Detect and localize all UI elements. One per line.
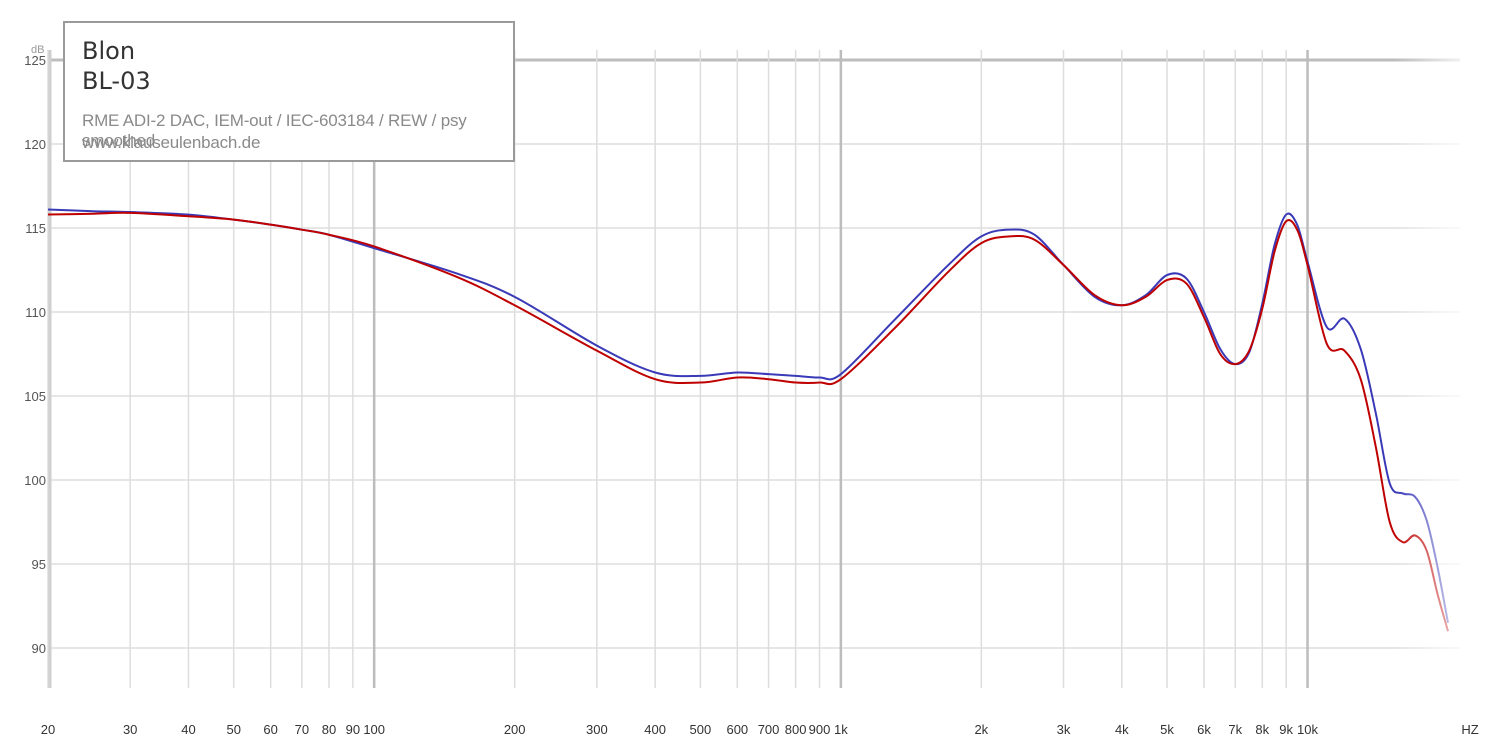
x-tick-label: 4k <box>1115 722 1129 737</box>
x-tick-label: 2k <box>974 722 988 737</box>
y-tick-label: 115 <box>25 221 46 236</box>
y-tick-label: 100 <box>24 473 46 488</box>
x-tick-label: 7k <box>1228 722 1242 737</box>
y-axis-unit: dB <box>31 44 44 56</box>
x-axis-unit: HZ <box>1461 722 1478 737</box>
x-tick-label: 6k <box>1197 722 1211 737</box>
x-tick-label: 200 <box>504 722 526 737</box>
x-tick-label: 800 <box>785 722 807 737</box>
x-tick-label: 500 <box>690 722 712 737</box>
y-axis-ticks: 125 120 115 110 105 100 95 90 <box>24 53 46 656</box>
x-tick-label: 60 <box>263 722 277 737</box>
x-tick-label: 30 <box>123 722 137 737</box>
x-tick-label: 5k <box>1160 722 1174 737</box>
y-tick-label: 95 <box>32 557 46 572</box>
legend-measurement-setup: RME ADI-2 DAC, IEM-out / IEC-603184 / RE… <box>82 111 467 150</box>
x-tick-label: 400 <box>644 722 666 737</box>
plot-area <box>47 208 1449 632</box>
x-tick-label: 50 <box>226 722 240 737</box>
x-axis-ticks: 20 30 40 50 60 70 80 90 100 200 300 400 500 600 700 800… <box>41 722 1319 737</box>
series-line-1 <box>47 208 1449 623</box>
x-tick-label: 9k <box>1279 722 1293 737</box>
x-tick-label: 700 <box>758 722 780 737</box>
x-tick-label: 300 <box>586 722 608 737</box>
legend-model: BL-03 <box>82 67 151 95</box>
x-tick-label: 80 <box>322 722 336 737</box>
x-tick-label: 40 <box>181 722 195 737</box>
right-edge-fade <box>1395 40 1465 690</box>
y-tick-label: 110 <box>25 305 46 320</box>
y-tick-label: 125 <box>24 53 46 68</box>
legend-brand: Blon <box>82 37 136 65</box>
x-tick-label: 8k <box>1255 722 1269 737</box>
x-tick-label: 10k <box>1297 722 1318 737</box>
y-tick-label: 120 <box>24 137 46 152</box>
y-tick-label: 90 <box>32 641 46 656</box>
x-tick-label: 100 <box>363 722 385 737</box>
x-tick-label: 600 <box>726 722 748 737</box>
x-tick-label: 3k <box>1057 722 1071 737</box>
series-line-2 <box>47 211 1449 632</box>
x-tick-label: 20 <box>41 722 55 737</box>
x-tick-label: 70 <box>295 722 309 737</box>
legend-box: Blon BL-03 RME ADI-2 DAC, IEM-out / IEC-… <box>63 21 515 162</box>
x-tick-label: 1k <box>834 722 848 737</box>
legend-website: www.klauseulenbach.de <box>82 133 261 152</box>
x-tick-label: 90 <box>346 722 360 737</box>
x-tick-label: 900 <box>809 722 831 737</box>
y-tick-label: 105 <box>24 389 46 404</box>
